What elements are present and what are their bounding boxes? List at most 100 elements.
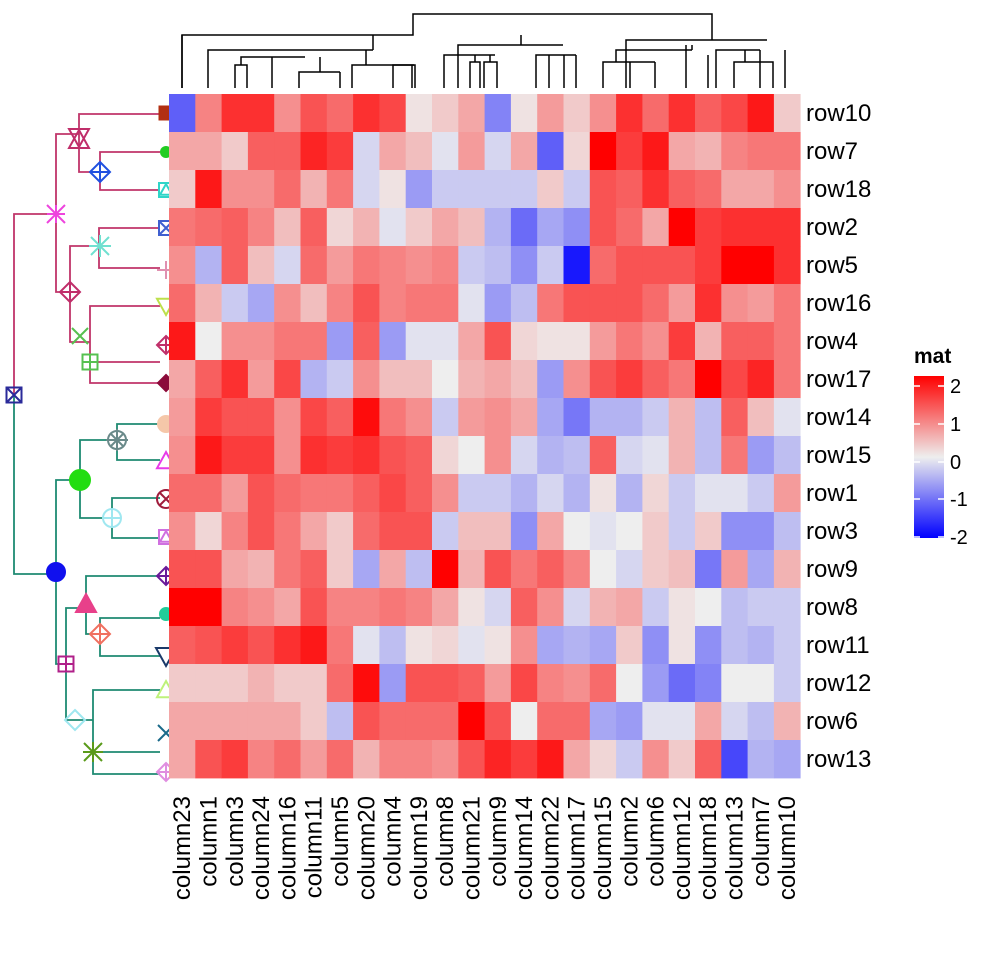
- heatmap-cell: [773, 740, 801, 779]
- heatmap-cell: [616, 170, 643, 209]
- legend-title: mat: [914, 345, 951, 368]
- heatmap-cell: [458, 474, 485, 513]
- heatmap-cell: [195, 170, 222, 209]
- heatmap-cell: [195, 588, 222, 627]
- heatmap-cell: [247, 398, 275, 437]
- heatmap-cell: [195, 398, 222, 437]
- heatmap-cell: [353, 284, 380, 323]
- heatmap-cell: [221, 170, 249, 209]
- heatmap-cell: [379, 512, 407, 551]
- heatmap-cell: [510, 512, 538, 551]
- row-marker: [90, 162, 110, 182]
- row-label: row9: [806, 556, 858, 583]
- row-marker: [67, 128, 91, 150]
- row-label: row5: [806, 252, 858, 279]
- heatmap-cell: [432, 740, 459, 779]
- heatmap-cell: [326, 208, 354, 247]
- row-marker: [46, 562, 66, 582]
- heatmap-cell: [668, 588, 696, 627]
- heatmap-cell: [773, 588, 801, 627]
- heatmap-cell: [353, 436, 380, 475]
- heatmap-cell: [695, 588, 722, 627]
- heatmap-cell: [300, 94, 328, 133]
- column-label: column17: [564, 796, 591, 900]
- heatmap-cell: [379, 246, 407, 285]
- heatmap-cell: [668, 512, 696, 551]
- heatmap-cell: [773, 626, 801, 665]
- heatmap-cell: [695, 360, 722, 399]
- heatmap-cell: [747, 664, 775, 703]
- heatmap-cell: [668, 322, 696, 361]
- heatmap-cell: [274, 284, 301, 323]
- heatmap-cell: [589, 398, 617, 437]
- heatmap-cell: [300, 284, 328, 323]
- heatmap-cell: [747, 132, 775, 171]
- heatmap-cell: [379, 360, 407, 399]
- row-labels: row10 row7 row18 row2 row5 row16 row4 row17 row1…: [806, 100, 871, 773]
- heatmap-cell: [169, 170, 196, 209]
- heatmap-cell: [484, 664, 512, 703]
- heatmap-cell: [379, 322, 407, 361]
- row-label: row11: [806, 632, 870, 659]
- heatmap-cell: [721, 702, 748, 741]
- heatmap-cell: [616, 398, 643, 437]
- heatmap-cell: [484, 208, 512, 247]
- heatmap-cell: [379, 626, 407, 665]
- heatmap-cell: [537, 208, 564, 247]
- column-label: column21: [458, 796, 485, 900]
- heatmap-cell: [247, 360, 275, 399]
- heatmap-cell: [326, 246, 354, 285]
- heatmap-cell: [510, 550, 538, 589]
- heatmap-cell: [247, 284, 275, 323]
- column-label: column5: [327, 796, 354, 887]
- heatmap-cell: [695, 664, 722, 703]
- heatmap-cell: [195, 740, 222, 779]
- heatmap-cell: [747, 474, 775, 513]
- heatmap-cell: [721, 550, 748, 589]
- heatmap-cell: [195, 132, 222, 171]
- heatmap-cell: [458, 398, 485, 437]
- heatmap-cell: [616, 664, 643, 703]
- heatmap-cell: [405, 740, 433, 779]
- heatmap-cell: [747, 436, 775, 475]
- heatmap-cell: [510, 626, 538, 665]
- heatmap-cell: [563, 740, 591, 779]
- heatmap-cell: [221, 208, 249, 247]
- heatmap-cell: [274, 436, 301, 475]
- heatmap-cell: [458, 436, 485, 475]
- legend-colorbar: [914, 376, 944, 538]
- heatmap-cell: [300, 322, 328, 361]
- row-marker: [83, 742, 103, 762]
- heatmap-cell: [405, 246, 433, 285]
- heatmap-cell: [432, 702, 459, 741]
- heatmap-cell: [274, 246, 301, 285]
- heatmap-cell: [195, 664, 222, 703]
- heatmap-cell: [721, 170, 748, 209]
- heatmap-cell: [169, 208, 196, 247]
- heatmap-cell: [484, 246, 512, 285]
- heatmap-cell: [642, 664, 670, 703]
- heatmap-cell: [300, 246, 328, 285]
- heatmap-cell: [668, 436, 696, 475]
- heatmap-cell: [747, 740, 775, 779]
- heatmap-cell: [563, 626, 591, 665]
- heatmap-cell: [721, 360, 748, 399]
- column-label: column11: [301, 796, 328, 898]
- heatmap-cell: [274, 626, 301, 665]
- heatmap-cell: [695, 246, 722, 285]
- heatmap-cell: [432, 512, 459, 551]
- heatmap-cell: [695, 436, 722, 475]
- heatmap-cell: [563, 512, 591, 551]
- heatmap-cell: [274, 322, 301, 361]
- heatmap-cell: [616, 132, 643, 171]
- heatmap-cell: [247, 550, 275, 589]
- heatmap-cell: [247, 588, 275, 627]
- heatmap-cell: [458, 626, 485, 665]
- heatmap-cell: [300, 360, 328, 399]
- heatmap-cell: [300, 702, 328, 741]
- heatmap-cell: [484, 94, 512, 133]
- heatmap-cell: [353, 170, 380, 209]
- heatmap-cell: [405, 322, 433, 361]
- heatmap-cell: [300, 740, 328, 779]
- heatmap-cell: [195, 360, 222, 399]
